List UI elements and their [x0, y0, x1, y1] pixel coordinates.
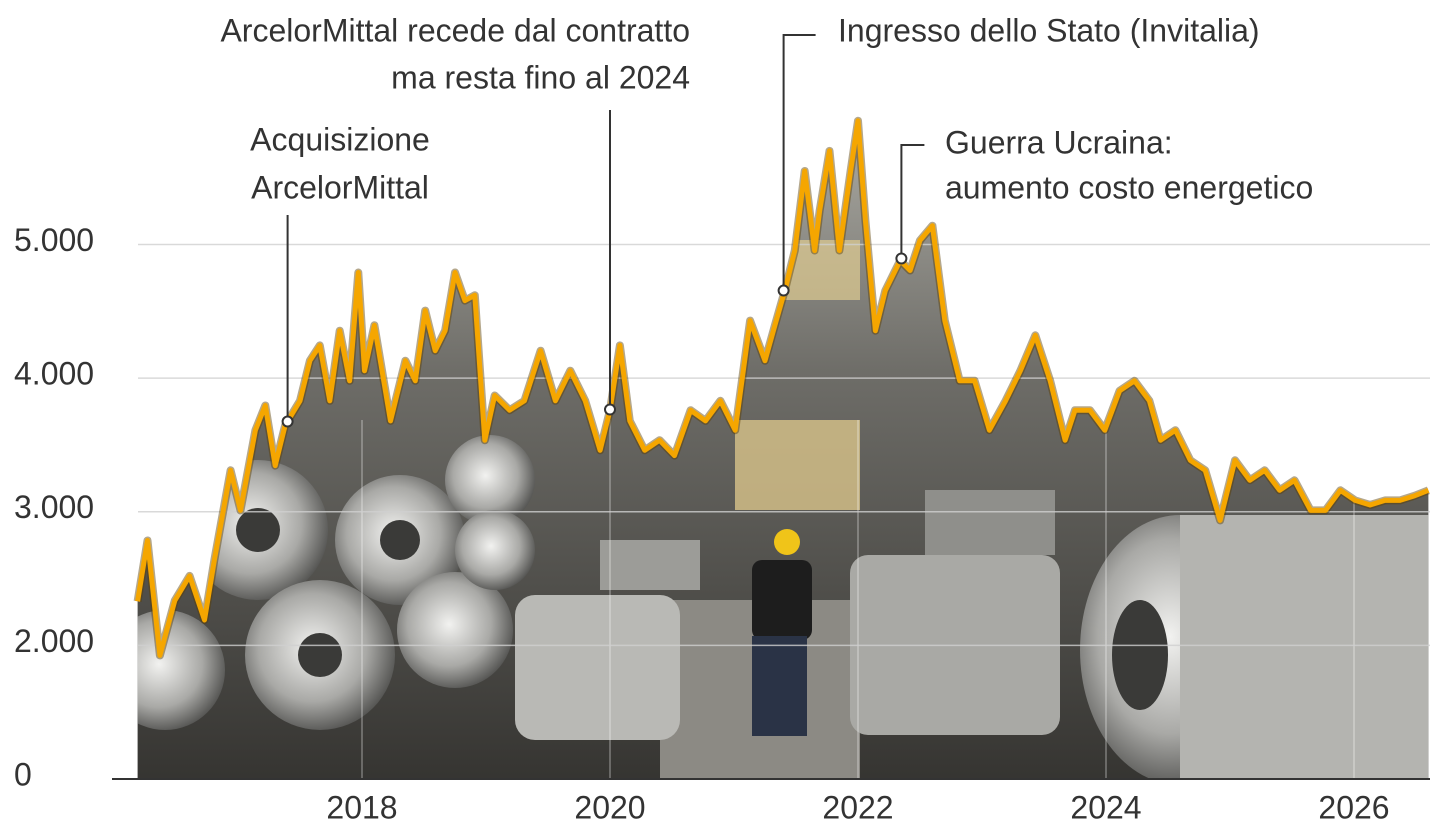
x-tick-label: 2026	[1318, 789, 1389, 825]
worker-body	[752, 560, 812, 640]
coil-side	[600, 540, 700, 590]
coil	[397, 572, 513, 688]
y-tick-label: 5.000	[14, 222, 94, 258]
worker-legs	[752, 636, 807, 736]
annotation-text: Guerra Ucraina:	[945, 124, 1173, 160]
annotation-point	[604, 403, 616, 416]
x-tick-label: 2022	[822, 789, 893, 825]
coil	[455, 510, 535, 590]
coil	[137, 610, 225, 730]
annotation-text: ma resta fino al 2024	[391, 59, 690, 95]
annotation-leader	[782, 34, 816, 291]
x-tick-label: 2024	[1070, 789, 1141, 825]
annotation-leader	[900, 144, 925, 259]
annotation-point	[281, 415, 294, 428]
coil-core	[298, 633, 342, 677]
coil-core	[380, 520, 420, 560]
coil-side	[1180, 515, 1429, 780]
coil-core	[1112, 600, 1168, 710]
annotation-text: aumento costo energetico	[945, 169, 1313, 205]
y-tick-label: 4.000	[14, 356, 94, 392]
worker-helmet	[774, 529, 800, 555]
x-tick-label: 2020	[574, 789, 645, 825]
annotation-text: ArcelorMittal	[251, 169, 429, 205]
coil	[445, 435, 535, 525]
annotation-text: Acquisizione	[250, 121, 430, 157]
coil-side	[515, 595, 680, 740]
coil-core	[236, 508, 280, 552]
annotation-point	[895, 252, 908, 265]
crane	[735, 420, 860, 510]
annotation-text: Ingresso dello Stato (Invitalia)	[838, 12, 1260, 48]
annotation-text: ArcelorMittal recede dal contratto	[220, 12, 690, 48]
y-tick-label: 0	[14, 756, 32, 792]
y-tick-label: 2.000	[14, 623, 94, 659]
price-line	[135, 118, 1430, 658]
coil-side	[925, 490, 1055, 555]
y-tick-label: 3.000	[14, 489, 94, 525]
x-tick-label: 2018	[326, 789, 397, 825]
annotation-point	[777, 284, 790, 297]
worker	[752, 529, 812, 736]
